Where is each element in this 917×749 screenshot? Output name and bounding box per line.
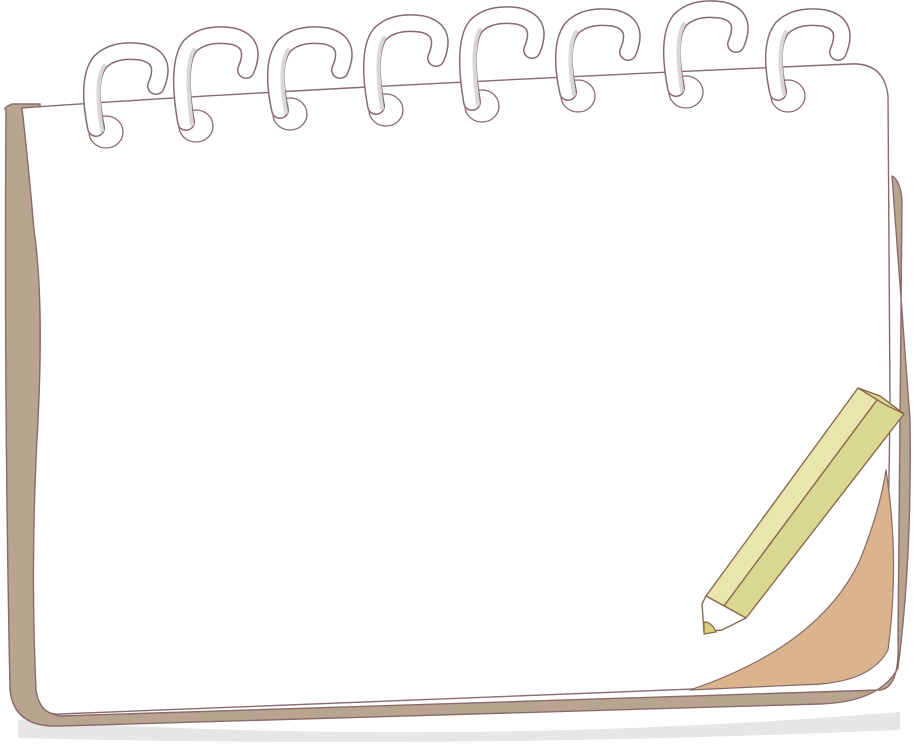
- notepad-page: [21, 63, 891, 715]
- pencil-lead-tip: [703, 621, 717, 635]
- spiral-ring: [764, 8, 851, 113]
- ring-shading: [96, 64, 106, 132]
- notepad-shadow: [18, 712, 900, 743]
- ring-shading: [472, 28, 482, 106]
- spiral-ring: [662, 0, 749, 109]
- pencil-end-cap: [857, 387, 905, 415]
- spiral-ring: [362, 14, 449, 127]
- pencil-icon: [701, 387, 905, 635]
- spiral-binding: [82, 0, 851, 149]
- ring-loop: [174, 27, 258, 130]
- ring-shading: [676, 22, 686, 92]
- spiral-ring: [82, 42, 169, 149]
- ring-shading: [376, 36, 386, 110]
- spiral-ring: [266, 26, 353, 131]
- ring-loop: [268, 27, 352, 118]
- spiral-ring: [554, 8, 641, 113]
- ring-loop: [84, 43, 168, 136]
- ring-loop: [556, 9, 640, 100]
- spiral-ring: [172, 26, 259, 143]
- ring-shading: [568, 30, 578, 96]
- ring-loop: [766, 9, 850, 100]
- ring-shading: [280, 48, 290, 114]
- ring-loop: [460, 7, 544, 110]
- ring-shading: [186, 48, 196, 126]
- page-curl: [689, 469, 895, 691]
- ring-loop: [664, 1, 748, 96]
- spiral-ring: [458, 6, 545, 123]
- ring-shading: [778, 30, 788, 96]
- ring-loop: [364, 15, 448, 114]
